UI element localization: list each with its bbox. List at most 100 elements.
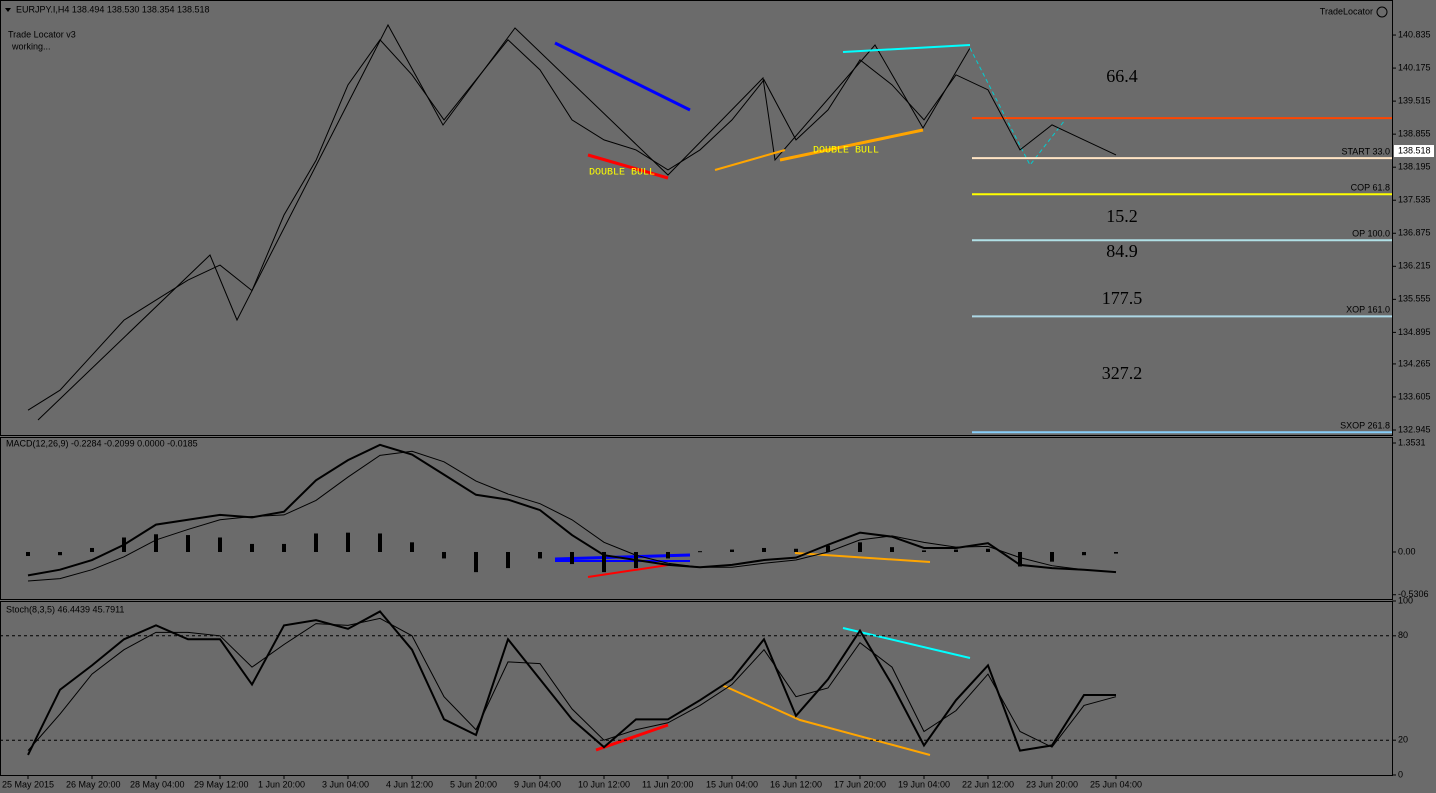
x-tick-label: 17 Jun 20:00 — [834, 779, 886, 789]
histogram-bar — [698, 551, 702, 553]
level-label: START 33.0 — [1341, 147, 1390, 157]
level-label: OP 100.0 — [1352, 229, 1390, 239]
trendline — [842, 627, 971, 659]
x-tick-label: 26 May 20:00 — [66, 779, 121, 789]
histogram-bar — [1018, 551, 1022, 567]
ratio-label: 327.2 — [1102, 363, 1143, 383]
pattern-label: DOUBLE BULL — [813, 146, 879, 157]
x-tick-label: 5 Jun 20:00 — [450, 779, 497, 789]
y-tick-label: 138.855 — [1398, 129, 1431, 139]
histogram-bar — [890, 547, 894, 552]
y-tick-label: 133.605 — [1398, 391, 1431, 401]
ratio-label: 66.4 — [1106, 66, 1138, 86]
y-tick-label: 80 — [1398, 630, 1408, 640]
pattern-label: DOUBLE BULL — [589, 168, 655, 179]
x-tick-label: 15 Jun 04:00 — [706, 779, 758, 789]
trendline — [587, 564, 669, 578]
trendline — [842, 44, 971, 53]
series-line — [27, 610, 1116, 756]
x-tick-label: 29 May 12:00 — [194, 779, 249, 789]
level-label: COP 61.8 — [1351, 183, 1390, 193]
y-tick-label: 132.945 — [1398, 424, 1431, 434]
histogram-bar — [58, 551, 62, 556]
histogram-bar — [154, 534, 158, 552]
histogram-bar — [858, 542, 862, 552]
x-tick-label: 22 Jun 12:00 — [962, 779, 1014, 789]
indicator-tag: TradeLocator — [1320, 6, 1373, 16]
histogram-bar — [26, 551, 30, 557]
x-tick-label: 23 Jun 20:00 — [1026, 779, 1078, 789]
histogram-bar — [922, 550, 926, 552]
y-tick-label: 134.895 — [1398, 327, 1431, 337]
x-tick-label: 19 Jun 04:00 — [898, 779, 950, 789]
histogram-bar — [826, 545, 830, 552]
y-tick-label: 140.175 — [1398, 62, 1431, 72]
histogram-bar — [442, 551, 446, 559]
x-tick-label: 28 May 04:00 — [130, 779, 185, 789]
histogram-bar — [186, 535, 190, 552]
series-line — [27, 39, 1117, 411]
trendline — [587, 153, 669, 180]
y-tick-label: 0 — [1398, 769, 1403, 779]
histogram-bar — [730, 549, 734, 552]
x-tick-label: 4 Jun 12:00 — [386, 779, 433, 789]
histogram-bar — [410, 542, 414, 552]
histogram-bar — [90, 547, 94, 552]
y-tick-label: 139.515 — [1398, 95, 1431, 105]
macd-title: MACD(12,26,9) -0.2284 -0.2099 0.0000 -0.… — [6, 438, 198, 448]
histogram-bar — [570, 551, 574, 565]
ratio-label: 15.2 — [1106, 206, 1138, 226]
indicator-status: working... — [11, 41, 51, 51]
histogram-bar — [1114, 551, 1118, 554]
stoch-title: Stoch(8,3,5) 46.4439 45.7911 — [6, 604, 124, 614]
histogram-bar — [954, 549, 958, 552]
y-tick-label: 0.00 — [1398, 546, 1416, 556]
ratio-label: 84.9 — [1106, 241, 1138, 261]
frames — [0, 0, 1393, 776]
histogram-bar — [666, 551, 670, 559]
indicator-name: Trade Locator v3 — [8, 29, 76, 39]
trendline — [554, 41, 691, 112]
trendline — [595, 723, 669, 752]
histogram-bar — [378, 533, 382, 552]
trendline — [721, 684, 931, 756]
histogram-bar — [218, 537, 222, 552]
histogram-bar — [602, 551, 606, 573]
level-label: XOP 161.0 — [1346, 305, 1390, 315]
histogram-bar — [1050, 551, 1054, 562]
y-tick-label: 134.265 — [1398, 358, 1431, 368]
x-tick-label: 25 Jun 04:00 — [1090, 779, 1142, 789]
histogram-bar — [474, 551, 478, 573]
y-tick-label: 140.835 — [1398, 29, 1431, 39]
histogram-bar — [250, 543, 254, 552]
menu-arrow[interactable] — [5, 8, 11, 12]
x-tick-label: 25 May 2015 — [2, 779, 54, 789]
x-tick-label: 11 Jun 20:00 — [642, 779, 693, 789]
ratio-label: 177.5 — [1102, 288, 1143, 308]
chart-title: EURJPY.I,H4 138.494 138.530 138.354 138.… — [16, 4, 210, 14]
y-tick-label: 138.195 — [1398, 162, 1431, 172]
y-tick-label: -0.5306 — [1398, 589, 1429, 599]
price-tag-box — [1394, 145, 1434, 158]
macd-panel — [0, 437, 1393, 600]
x-tick-label: 9 Jun 04:00 — [514, 779, 561, 789]
x-tick-label: 10 Jun 12:00 — [578, 779, 630, 789]
trendline — [714, 149, 786, 171]
histogram-bar — [314, 533, 318, 552]
histogram-bar — [282, 543, 286, 552]
trendline — [779, 128, 924, 162]
y-tick-label: 136.215 — [1398, 261, 1431, 271]
y-tick-label: 137.535 — [1398, 195, 1431, 205]
price-tag: 138.518 — [1398, 145, 1431, 155]
series-line — [27, 617, 1117, 751]
y-tick-label: 20 — [1398, 735, 1408, 745]
close-icon[interactable] — [1376, 6, 1388, 18]
histogram-bar — [1082, 551, 1086, 556]
price-panel — [0, 0, 1393, 436]
y-tick-label: 100 — [1398, 595, 1413, 605]
zigzag — [37, 23, 971, 421]
series-line — [27, 450, 1117, 582]
stoch-panel — [0, 601, 1393, 776]
